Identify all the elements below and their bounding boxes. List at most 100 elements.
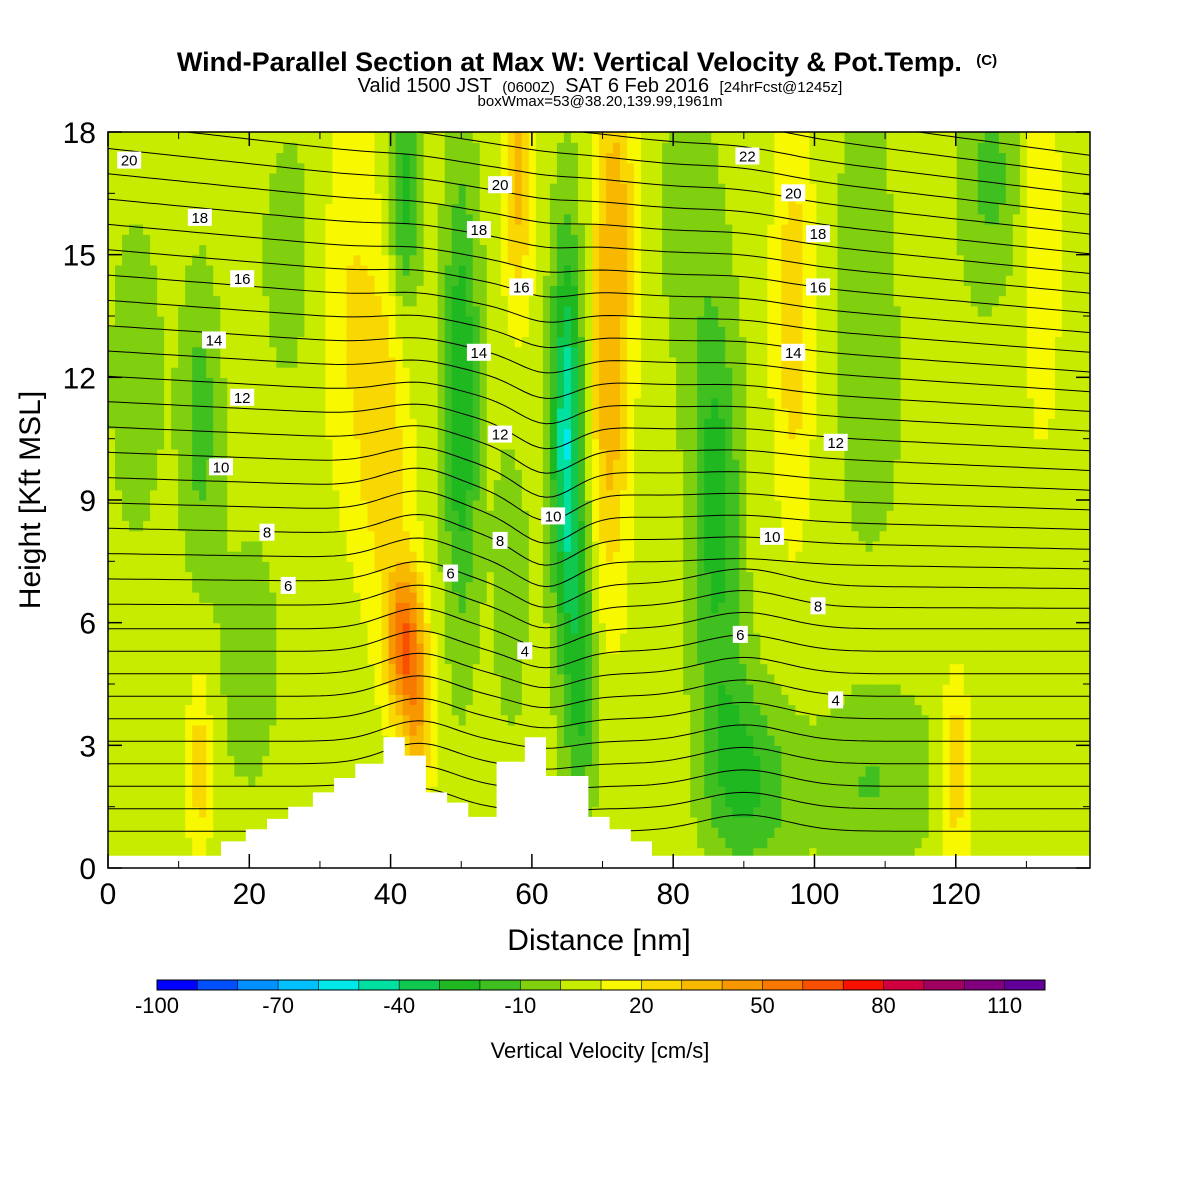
velocity-cell bbox=[690, 827, 698, 838]
velocity-cell bbox=[795, 602, 804, 614]
velocity-cell bbox=[711, 622, 719, 634]
velocity-cell bbox=[129, 776, 137, 787]
velocity-cell bbox=[388, 520, 397, 532]
velocity-cell bbox=[648, 571, 656, 583]
velocity-cell bbox=[914, 530, 923, 542]
velocity-cell bbox=[599, 520, 607, 532]
velocity-cell bbox=[725, 684, 733, 695]
velocity-cell bbox=[1054, 837, 1063, 849]
velocity-cell bbox=[395, 510, 404, 522]
velocity-cell bbox=[465, 643, 474, 654]
velocity-cell bbox=[704, 602, 712, 614]
velocity-cell bbox=[886, 571, 895, 583]
velocity-cell bbox=[416, 530, 425, 542]
velocity-cell bbox=[872, 622, 881, 634]
velocity-cell bbox=[157, 694, 165, 706]
velocity-cell bbox=[241, 806, 249, 818]
velocity-cell bbox=[788, 827, 796, 838]
velocity-cell bbox=[213, 847, 221, 859]
velocity-cell bbox=[1040, 653, 1049, 665]
velocity-cell bbox=[1012, 592, 1021, 603]
velocity-cell bbox=[325, 776, 334, 787]
velocity-cell bbox=[108, 602, 116, 614]
velocity-cell bbox=[528, 673, 537, 685]
velocity-cell bbox=[669, 714, 677, 726]
velocity-cell bbox=[157, 724, 165, 736]
velocity-cell bbox=[283, 745, 291, 757]
velocity-cell bbox=[739, 673, 747, 685]
velocity-cell bbox=[718, 806, 726, 818]
velocity-cell bbox=[115, 837, 123, 849]
velocity-cell bbox=[416, 632, 425, 644]
velocity-cell bbox=[206, 847, 214, 859]
velocity-cell bbox=[725, 776, 733, 787]
velocity-cell bbox=[928, 592, 937, 603]
velocity-cell bbox=[402, 500, 411, 511]
velocity-cell bbox=[1040, 561, 1049, 573]
velocity-cell bbox=[634, 592, 642, 603]
velocity-cell bbox=[956, 653, 965, 665]
velocity-cell bbox=[970, 765, 979, 777]
velocity-cell bbox=[739, 592, 747, 603]
velocity-cell bbox=[143, 816, 151, 828]
velocity-cell bbox=[276, 694, 284, 706]
velocity-cell bbox=[563, 735, 572, 746]
velocity-cell bbox=[423, 581, 432, 593]
velocity-cell bbox=[886, 540, 895, 552]
velocity-cell bbox=[584, 571, 593, 583]
velocity-cell bbox=[914, 827, 923, 838]
velocity-cell bbox=[662, 653, 670, 665]
velocity-cell bbox=[402, 622, 411, 634]
velocity-cell bbox=[570, 673, 579, 685]
velocity-cell bbox=[297, 796, 305, 808]
velocity-cell bbox=[346, 530, 355, 542]
velocity-cell bbox=[122, 745, 130, 757]
velocity-cell bbox=[998, 581, 1007, 593]
velocity-cell bbox=[290, 663, 298, 675]
velocity-cell bbox=[234, 663, 242, 675]
velocity-cell bbox=[178, 786, 186, 798]
velocity-cell bbox=[381, 500, 390, 511]
velocity-cell bbox=[627, 684, 635, 695]
velocity-cell bbox=[655, 653, 663, 665]
velocity-cell bbox=[178, 530, 186, 542]
velocity-cell bbox=[613, 551, 621, 562]
velocity-cell bbox=[346, 571, 355, 583]
velocity-cell bbox=[851, 510, 860, 522]
velocity-cell bbox=[563, 540, 572, 552]
velocity-cell bbox=[641, 581, 649, 593]
velocity-cell bbox=[521, 663, 530, 675]
velocity-cell bbox=[367, 643, 376, 654]
velocity-cell bbox=[514, 735, 523, 746]
velocity-cell bbox=[1075, 724, 1084, 736]
velocity-cell bbox=[858, 755, 867, 767]
velocity-cell bbox=[577, 714, 586, 726]
velocity-cell bbox=[739, 714, 747, 726]
velocity-cell bbox=[290, 684, 298, 695]
velocity-cell bbox=[655, 592, 663, 603]
velocity-cell bbox=[921, 530, 930, 542]
velocity-cell bbox=[830, 592, 839, 603]
velocity-cell bbox=[1033, 632, 1042, 644]
velocity-cell bbox=[1061, 704, 1070, 716]
velocity-cell bbox=[206, 653, 214, 665]
velocity-cell bbox=[886, 561, 895, 573]
velocity-cell bbox=[620, 806, 628, 818]
velocity-cell bbox=[325, 612, 334, 624]
velocity-cell bbox=[108, 816, 116, 828]
velocity-cell bbox=[171, 540, 179, 552]
velocity-cell bbox=[206, 673, 214, 685]
velocity-cell bbox=[823, 837, 832, 849]
velocity-cell bbox=[1019, 704, 1028, 716]
velocity-cell bbox=[360, 745, 369, 757]
velocity-cell bbox=[977, 765, 986, 777]
velocity-cell bbox=[241, 571, 249, 583]
velocity-cell bbox=[171, 837, 179, 849]
velocity-cell bbox=[570, 602, 579, 614]
velocity-cell bbox=[1033, 673, 1042, 685]
velocity-cell bbox=[1026, 540, 1035, 552]
velocity-cell bbox=[269, 632, 277, 644]
velocity-cell bbox=[276, 510, 284, 522]
velocity-cell bbox=[942, 847, 951, 859]
velocity-cell bbox=[718, 632, 726, 644]
